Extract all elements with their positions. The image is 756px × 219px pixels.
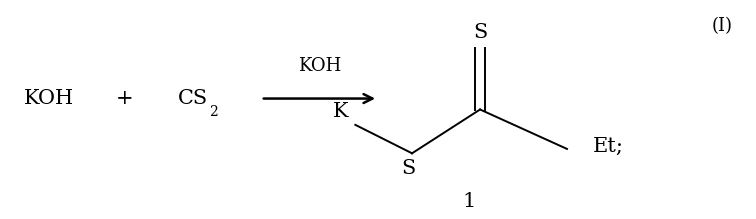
Text: KOH: KOH	[298, 57, 341, 75]
Text: 1: 1	[462, 192, 476, 211]
Text: S: S	[473, 23, 487, 42]
Text: (I): (I)	[711, 17, 733, 35]
Text: Et;: Et;	[593, 137, 624, 156]
Text: S: S	[401, 159, 415, 178]
Text: 2: 2	[209, 105, 218, 119]
Text: K: K	[333, 102, 348, 121]
Text: CS: CS	[178, 89, 208, 108]
Text: KOH: KOH	[24, 89, 74, 108]
Text: +: +	[116, 89, 134, 108]
